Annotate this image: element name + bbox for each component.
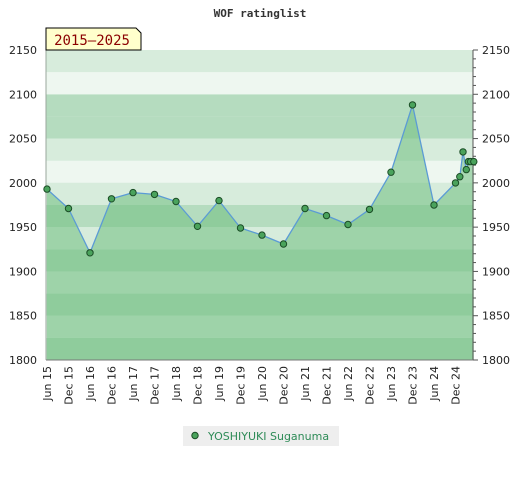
data-point <box>129 188 137 197</box>
y-tick-label-right: 1900 <box>482 265 510 278</box>
data-point <box>462 165 470 174</box>
y-tick-label-left: 2100 <box>9 88 37 101</box>
data-point <box>43 185 51 193</box>
x-tick-label: Jun 22 <box>342 366 355 402</box>
data-point <box>279 240 288 248</box>
data-point <box>387 168 395 176</box>
y-tick-label-left: 1800 <box>9 354 37 367</box>
rating-area-fill <box>47 104 474 361</box>
x-tick-label: Dec 15 <box>63 366 76 405</box>
x-tick-label: Jun 15 <box>41 366 54 402</box>
y-tick-label-left: 1850 <box>9 310 37 323</box>
grid-band <box>46 72 473 95</box>
x-tick-label: Dec 17 <box>149 366 162 405</box>
y-tick-label-right: 2150 <box>482 44 510 57</box>
y-axis-right-labels: 1800 1850 1900 1950 2000 2050 2100 2150 <box>482 44 510 367</box>
x-tick-label: Jun 23 <box>385 366 398 402</box>
y-tick-label-right: 2100 <box>482 88 510 101</box>
data-point <box>430 201 438 209</box>
x-tick-label: Dec 23 <box>407 366 420 405</box>
data-point <box>172 197 180 206</box>
legend-series-name: YOSHIYUKI Suganuma <box>207 430 329 443</box>
x-tick-label: Jun 19 <box>213 366 226 402</box>
data-point <box>150 190 159 199</box>
y-tick-label-left: 2150 <box>9 44 37 57</box>
y-tick-label-left: 1900 <box>9 265 37 278</box>
data-point <box>365 205 374 214</box>
grid-band <box>46 138 473 161</box>
y-tick-label-left: 2050 <box>9 133 37 146</box>
data-points <box>43 101 478 257</box>
x-axis-labels: Jun 15 Dec 15 Jun 16 Dec 16 Jun 17 Dec 17 Jun … <box>41 366 463 405</box>
x-tick-label: Jun 17 <box>127 366 140 402</box>
data-point <box>322 211 331 220</box>
y-tick-label-right: 2050 <box>482 133 510 146</box>
x-tick-label: Dec 24 <box>450 366 463 405</box>
x-tick-label: Dec 20 <box>278 366 291 405</box>
data-point <box>456 173 464 181</box>
data-point <box>470 157 478 166</box>
legend-marker-icon <box>191 431 199 440</box>
x-tick-label: Dec 21 <box>321 366 334 405</box>
axes <box>45 49 478 361</box>
data-point <box>258 231 266 239</box>
grid-band <box>46 50 473 73</box>
data-point <box>408 101 417 109</box>
data-point <box>344 220 352 229</box>
y-tick-label-left: 1950 <box>9 221 37 234</box>
data-point <box>86 249 94 257</box>
y-tick-label-left: 2000 <box>9 177 37 190</box>
y-axis-left-labels: 1800 1850 1900 1950 2000 2050 2100 2150 <box>9 44 37 367</box>
data-point <box>215 196 223 205</box>
data-point <box>301 204 309 213</box>
legend[interactable]: YOSHIYUKI Suganuma <box>183 426 339 446</box>
data-point <box>64 204 73 213</box>
data-point <box>236 224 245 232</box>
grid-band <box>46 116 473 139</box>
x-tick-label: Dec 19 <box>235 366 248 405</box>
y-tick-label-right: 1800 <box>482 354 510 367</box>
x-tick-label: Jun 16 <box>84 366 97 402</box>
data-point <box>459 148 467 156</box>
x-tick-label: Dec 22 <box>364 366 377 405</box>
y-tick-label-right: 1950 <box>482 221 510 234</box>
x-tick-label: Jun 21 <box>299 366 312 402</box>
x-tick-label: Jun 18 <box>170 366 183 402</box>
chart-title: WOF ratinglist <box>214 7 307 20</box>
data-point <box>107 195 116 203</box>
x-tick-label: Dec 16 <box>106 366 119 405</box>
grid-band <box>46 94 473 117</box>
y-tick-label-right: 2000 <box>482 177 510 190</box>
x-tick-label: Jun 24 <box>428 366 441 402</box>
grid-band <box>46 160 473 183</box>
x-tick-label: Jun 20 <box>256 366 269 402</box>
data-point <box>193 222 202 231</box>
data-point <box>451 179 460 187</box>
period-badge: 2015–2025 <box>45 27 142 51</box>
period-label: 2015–2025 <box>54 33 130 49</box>
x-tick-label: Dec 18 <box>192 366 205 405</box>
y-tick-label-right: 1850 <box>482 310 510 323</box>
